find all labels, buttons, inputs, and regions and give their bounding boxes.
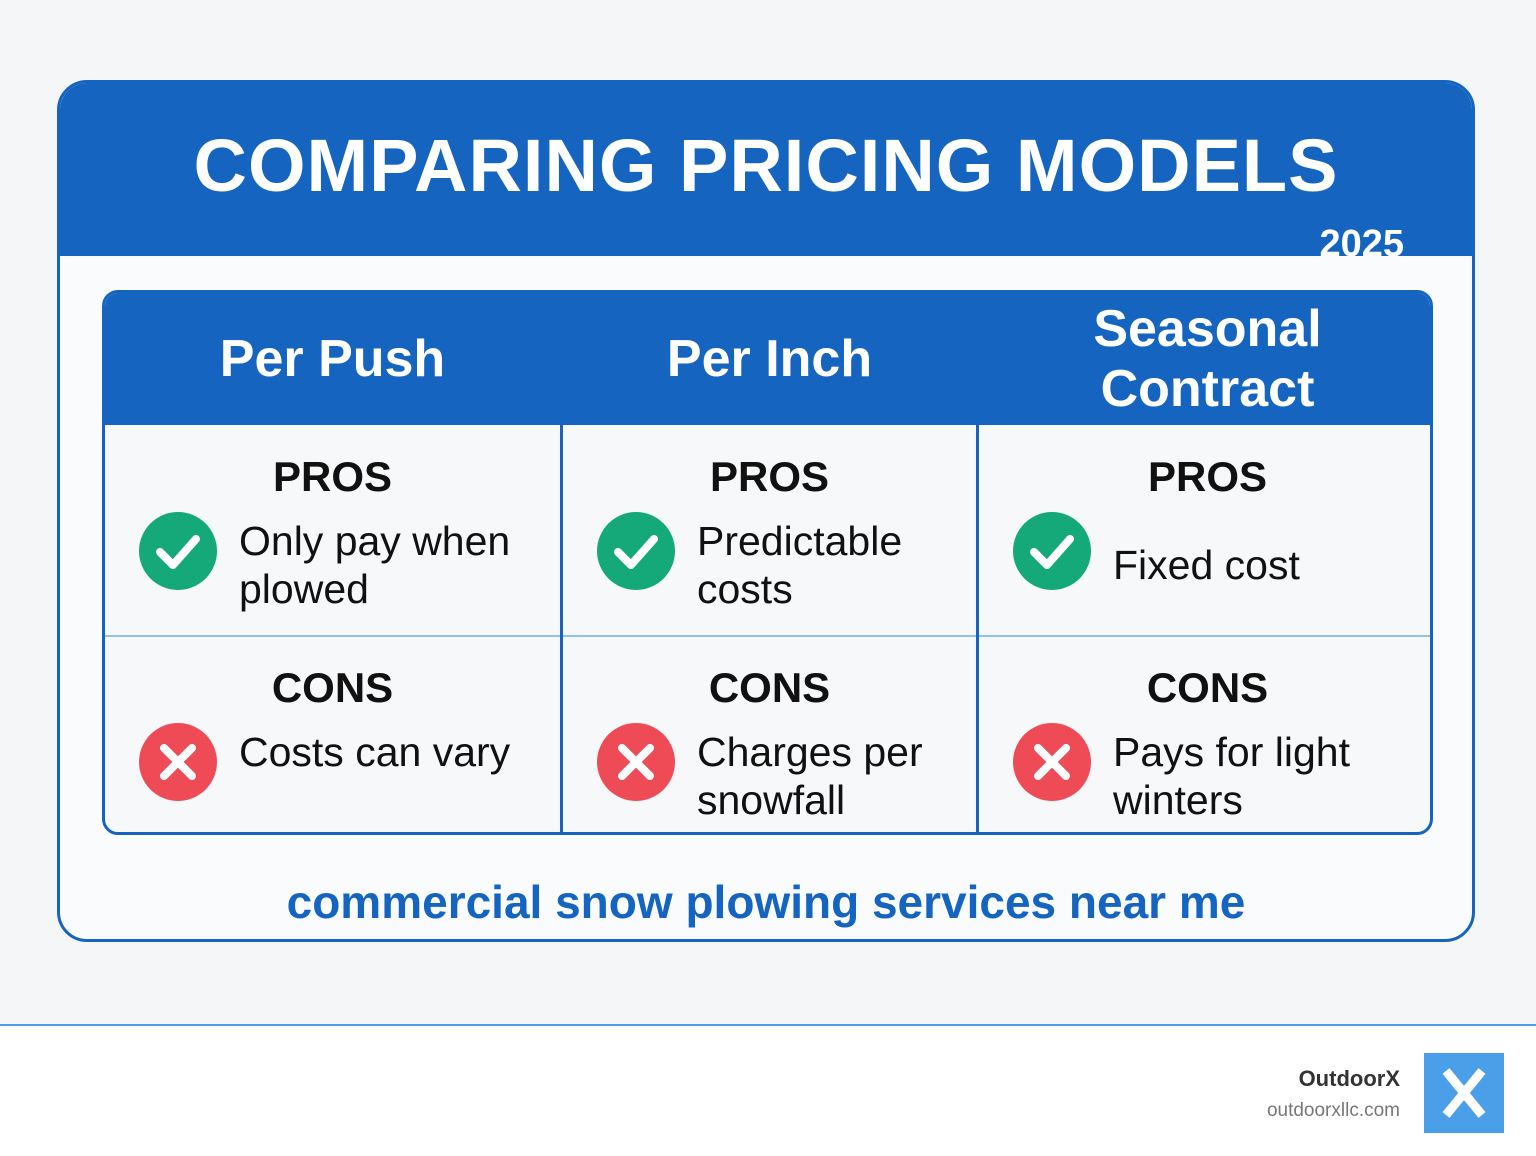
cons-icon xyxy=(596,722,676,807)
column-title: Per Inch xyxy=(563,293,976,425)
cons-icon xyxy=(1012,722,1092,807)
column: Per Push PROS Only pay when plowed CONS Cost… xyxy=(105,293,563,832)
column: Per Inch PROS Predictable costs CONS Charges… xyxy=(563,293,979,832)
pros-cell: PROS Only pay when plowed xyxy=(105,425,560,637)
pros-icon xyxy=(596,511,676,596)
header-band: COMPARING PRICING MODELS 2025 xyxy=(60,83,1472,265)
caption: commercial snow plowing services near me xyxy=(286,876,1246,928)
cons-cell: CONS Pays for light winters xyxy=(979,636,1430,832)
pros-text: Fixed cost xyxy=(1113,542,1300,588)
cons-text: Costs can vary xyxy=(239,729,511,775)
cons-text: Pays for light winters xyxy=(1113,729,1350,823)
check-icon xyxy=(597,512,675,590)
url: outdoorxllc.com xyxy=(1266,1100,1400,1121)
check-icon xyxy=(1013,512,1091,590)
pros-label: PROS xyxy=(1147,453,1268,500)
table: Per Push PROS Only pay when plowed CONS Cost… xyxy=(102,290,1433,835)
cons-label: CONS xyxy=(708,664,831,711)
year: 2025 xyxy=(1319,223,1404,265)
column-title: Per Push xyxy=(105,293,560,425)
cons-label: CONS xyxy=(271,664,394,711)
cons-icon xyxy=(138,722,218,807)
column: Seasonal Contract PROS Fixed cost CONS Pays … xyxy=(979,293,1430,832)
brand: OutdoorX xyxy=(1298,1066,1400,1091)
footer: OutdoorX outdoorxllc.com xyxy=(0,1024,1536,1156)
logo xyxy=(1424,1053,1504,1133)
pros-icon xyxy=(1012,511,1092,596)
cross-icon xyxy=(1013,723,1091,801)
pros-text: Predictable costs xyxy=(697,518,903,612)
column-title: Seasonal Contract xyxy=(979,293,1430,425)
cons-cell: CONS Charges per snowfall xyxy=(563,636,976,832)
pros-icon xyxy=(138,511,218,596)
title: COMPARING PRICING MODELS xyxy=(193,124,1339,207)
cons-text: Charges per snowfall xyxy=(697,729,923,823)
check-icon xyxy=(139,512,217,590)
pros-cell: PROS Predictable costs xyxy=(563,425,976,637)
pros-label: PROS xyxy=(709,453,830,500)
cross-icon xyxy=(139,723,217,801)
cross-icon xyxy=(597,723,675,801)
cons-label: CONS xyxy=(1146,664,1269,711)
pros-label: PROS xyxy=(272,453,393,500)
pros-cell: PROS Fixed cost xyxy=(979,425,1430,637)
cons-cell: CONS Costs can vary xyxy=(105,636,560,832)
pros-text: Only pay when plowed xyxy=(239,518,511,612)
